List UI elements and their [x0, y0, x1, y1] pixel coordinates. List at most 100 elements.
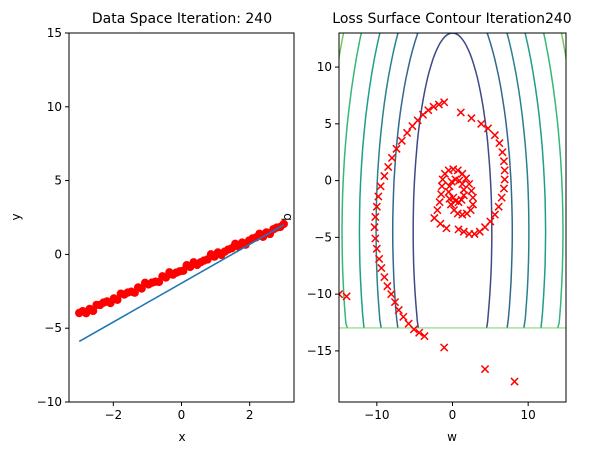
contour-mask [339, 328, 566, 402]
right-xtick-label: −10 [364, 408, 389, 422]
left-ytick-label: 0 [54, 247, 62, 261]
trajectory-point [500, 175, 509, 184]
left-plot-area [75, 219, 288, 343]
contour-line [339, 33, 566, 329]
trajectory-point [490, 210, 500, 219]
trajectory-point [390, 297, 400, 307]
contour-line [391, 33, 514, 329]
trajectory-point [429, 102, 438, 111]
contour-line [358, 33, 547, 329]
trajectory-point [342, 292, 351, 301]
trajectory-point [510, 377, 519, 386]
left-ytick-label: 10 [47, 100, 62, 114]
trajectory-point [459, 191, 468, 200]
trajectory-point [449, 205, 459, 215]
trajectory-point [383, 282, 392, 291]
trajectory-point [384, 162, 393, 172]
trajectory-point [402, 128, 412, 138]
trajectory-point [371, 212, 380, 222]
trajectory-point [465, 229, 474, 239]
trajectory-point [490, 131, 500, 140]
trajectory-point [380, 272, 389, 282]
trajectory-point [440, 343, 449, 352]
trajectory-point [374, 254, 384, 264]
right-ytick-label: 10 [317, 60, 332, 74]
trajectory-point [467, 114, 476, 123]
trajectory-point [397, 136, 406, 145]
trajectory-point [392, 144, 401, 153]
trajectory-point [437, 190, 446, 199]
left-ytick-label: −5 [44, 321, 62, 335]
trajectory-point [459, 227, 468, 236]
trajectory-point [370, 223, 379, 232]
right-xtick-label: 0 [449, 408, 457, 422]
trajectory-point [371, 234, 380, 243]
left-ytick-label: −10 [37, 395, 62, 409]
trajectory-point [404, 319, 413, 328]
right-xtick-label: 10 [521, 408, 536, 422]
trajectory-point [339, 290, 344, 299]
trajectory-point [394, 305, 403, 315]
trajectory-point [377, 263, 386, 273]
trajectory-point [376, 182, 385, 191]
trajectory-point [399, 312, 408, 321]
trajectory-point [435, 198, 444, 207]
trajectory-point [500, 166, 509, 175]
trajectory-point [449, 193, 458, 202]
trajectory-point [495, 139, 504, 148]
trajectory-point [480, 364, 490, 374]
left-xtick-label: 2 [246, 408, 254, 422]
trajectory-point [468, 200, 478, 209]
trajectory-point [456, 108, 465, 117]
trajectory-point [440, 98, 449, 107]
trajectory-point [468, 193, 478, 202]
left-ytick-label: 5 [54, 174, 62, 188]
contour-line [341, 33, 564, 329]
right-ytick-label: 5 [324, 117, 332, 131]
fit-line [78, 224, 285, 343]
trajectory-point [442, 224, 451, 233]
right-chart-title: Loss Surface Contour Iteration240 [332, 11, 571, 27]
trajectory-point [447, 177, 456, 186]
trajectory-point [498, 148, 507, 157]
trajectory-point [420, 332, 429, 341]
trajectory-point [433, 205, 442, 215]
trajectory-point [461, 174, 471, 183]
left-xtick-label: 0 [178, 408, 186, 422]
left-axes-frame [68, 32, 295, 403]
left-ytick-label: 15 [47, 26, 62, 40]
trajectory-point [372, 244, 381, 253]
trajectory-point [387, 153, 397, 163]
trajectory-point [494, 202, 503, 211]
left-ylabel: y [9, 213, 23, 220]
right-ytick-label: 0 [324, 174, 332, 188]
trajectory-point [434, 100, 444, 109]
trajectory-point [475, 227, 484, 236]
right-ytick-label: −10 [307, 287, 332, 301]
right-ylabel: b [280, 213, 294, 221]
trajectory-point [424, 106, 433, 115]
trajectory-point [454, 225, 463, 234]
trajectory-point [467, 186, 476, 195]
left-chart-title: Data Space Iteration: 240 [92, 11, 272, 27]
trajectory-point [430, 213, 439, 223]
trajectory-point [483, 124, 493, 133]
trajectory-point [445, 182, 454, 191]
trajectory-point [372, 202, 381, 211]
right-ytick-label: −5 [314, 230, 332, 244]
right-ytick-label: −15 [307, 344, 332, 358]
trajectory-point [415, 328, 424, 337]
trajectory-point [499, 184, 509, 193]
left-xlabel: x [178, 430, 185, 444]
trajectory-point [497, 193, 506, 202]
trajectory-point [499, 157, 509, 166]
trajectory-point [437, 182, 447, 191]
trajectory-point [374, 192, 383, 201]
left-xtick-label: −2 [104, 408, 122, 422]
trajectory-point [477, 119, 486, 128]
trajectory-point [380, 171, 389, 181]
right-xlabel: w [447, 430, 457, 444]
trajectory-point [387, 290, 396, 299]
right-plot-area [339, 33, 566, 402]
